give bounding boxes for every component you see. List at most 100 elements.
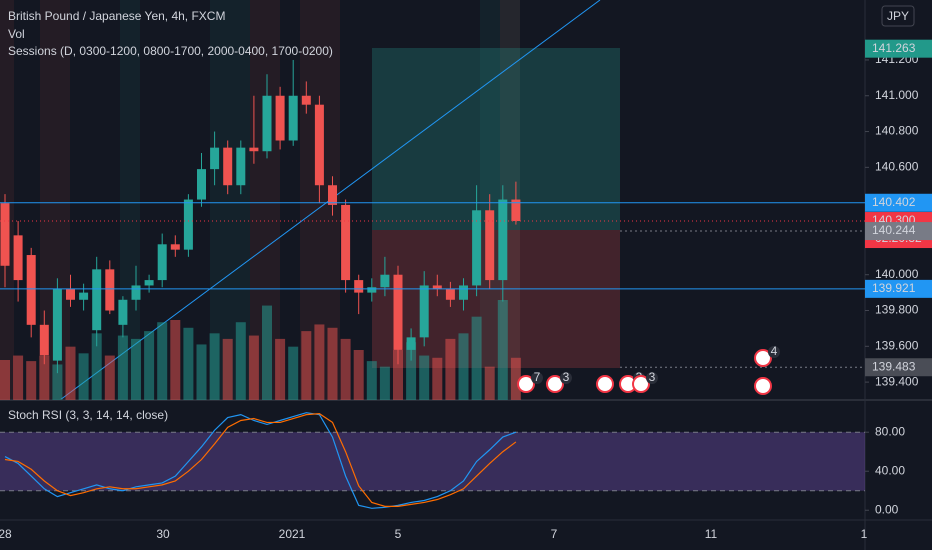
candle-body (380, 274, 390, 288)
y-tick-label: 40.00 (875, 463, 905, 477)
candle-body (39, 324, 49, 356)
y-tick-label: 140.800 (875, 124, 919, 138)
x-tick-label: 30 (156, 527, 170, 541)
volume-bar (497, 300, 508, 400)
candle-body (393, 274, 403, 350)
volume-bar (471, 316, 482, 400)
target-zone (372, 48, 620, 230)
event-icon[interactable] (754, 377, 772, 395)
volume-bar (117, 335, 128, 400)
candle-body (66, 289, 75, 300)
volume-bar (131, 338, 141, 400)
candle-body (197, 169, 206, 200)
candle-body (236, 147, 246, 186)
price-label: 139.921 (872, 281, 916, 295)
price-label: 141.263 (872, 41, 916, 55)
event-count: 3 (649, 370, 656, 384)
event-count: 7 (534, 370, 541, 384)
price-label: 140.244 (872, 223, 916, 237)
candle-body (52, 289, 62, 361)
stoch-title: Stoch RSI (3, 3, 14, 14, close) (8, 408, 168, 422)
candle-body (511, 199, 521, 222)
y-tick-label: 140.600 (875, 160, 919, 174)
volume-bar (235, 322, 246, 400)
price-label-box (865, 279, 932, 298)
currency-box[interactable] (881, 5, 915, 27)
volume-bar (104, 355, 115, 400)
candle-body (13, 235, 23, 281)
candle-body (472, 210, 482, 286)
stoch-line (4, 412, 517, 509)
event-count: 3 (563, 370, 570, 384)
x-tick-label: 11 (705, 527, 718, 541)
currency[interactable]: JPY (887, 9, 909, 23)
event-icon[interactable] (596, 375, 614, 393)
volume-bar (157, 322, 168, 400)
y-tick-label: 139.600 (875, 338, 919, 352)
volume-bar (353, 350, 364, 400)
price-label-box (865, 222, 932, 241)
volume-bar (0, 360, 10, 400)
candle-body (105, 269, 115, 311)
candle-body (354, 280, 364, 293)
volume-bar (366, 361, 377, 400)
event-icon[interactable] (517, 375, 535, 393)
event-icon[interactable] (754, 349, 772, 367)
volume-bar (209, 333, 220, 400)
candle-body (262, 95, 272, 152)
candle-body (131, 285, 141, 300)
volume-bar (26, 361, 37, 400)
volume-label: Vol (8, 27, 25, 41)
candle-body (288, 95, 298, 141)
y-tick-label: 80.00 (875, 424, 905, 438)
candle-body (341, 204, 351, 281)
event-badge (531, 372, 543, 384)
volume-bar (248, 335, 259, 400)
volume-bar (78, 353, 89, 400)
event-icon[interactable] (632, 375, 650, 393)
candle-body (419, 285, 429, 338)
candle-body (92, 269, 102, 331)
candle-body (210, 147, 220, 170)
event-badge (560, 372, 572, 384)
candle-body (301, 95, 311, 105)
x-tick-label: 1 (861, 527, 868, 541)
volume-bar (301, 331, 312, 400)
volume-bar (39, 355, 50, 400)
candle-body (223, 147, 233, 186)
stoch-line (4, 413, 517, 507)
candle-body (485, 210, 495, 281)
candle-body (183, 199, 193, 250)
volume-bar (510, 357, 521, 400)
candle-body (157, 244, 167, 281)
volume-bar (91, 333, 102, 400)
candle-body (406, 337, 416, 350)
chart-title: British Pound / Japanese Yen, 4h, FXCM (8, 9, 225, 23)
volume-bar (314, 324, 325, 400)
volume-bar (419, 355, 430, 400)
volume-bar (222, 338, 233, 400)
candle-body (249, 147, 259, 152)
candle-body (0, 203, 10, 266)
candle-body (314, 104, 324, 186)
volume-bar (144, 331, 155, 400)
event-badge (646, 372, 658, 384)
price-label: 139.483 (872, 359, 916, 373)
volume-bar (13, 355, 24, 400)
x-tick-label: 5 (395, 527, 402, 541)
volume-bar (445, 338, 456, 400)
volume-bar (262, 305, 272, 400)
x-tick-label: 28 (0, 527, 12, 541)
volume-bar (275, 338, 286, 400)
price-label-box (865, 358, 932, 377)
candle-body (328, 185, 337, 205)
price-label: 140.402 (872, 195, 916, 209)
y-tick-label: 139.800 (875, 303, 919, 317)
volume-bar (65, 346, 76, 400)
volume-bar (52, 364, 63, 400)
volume-bar (484, 366, 495, 400)
event-icon[interactable] (546, 375, 564, 393)
volume-bar (183, 327, 194, 400)
